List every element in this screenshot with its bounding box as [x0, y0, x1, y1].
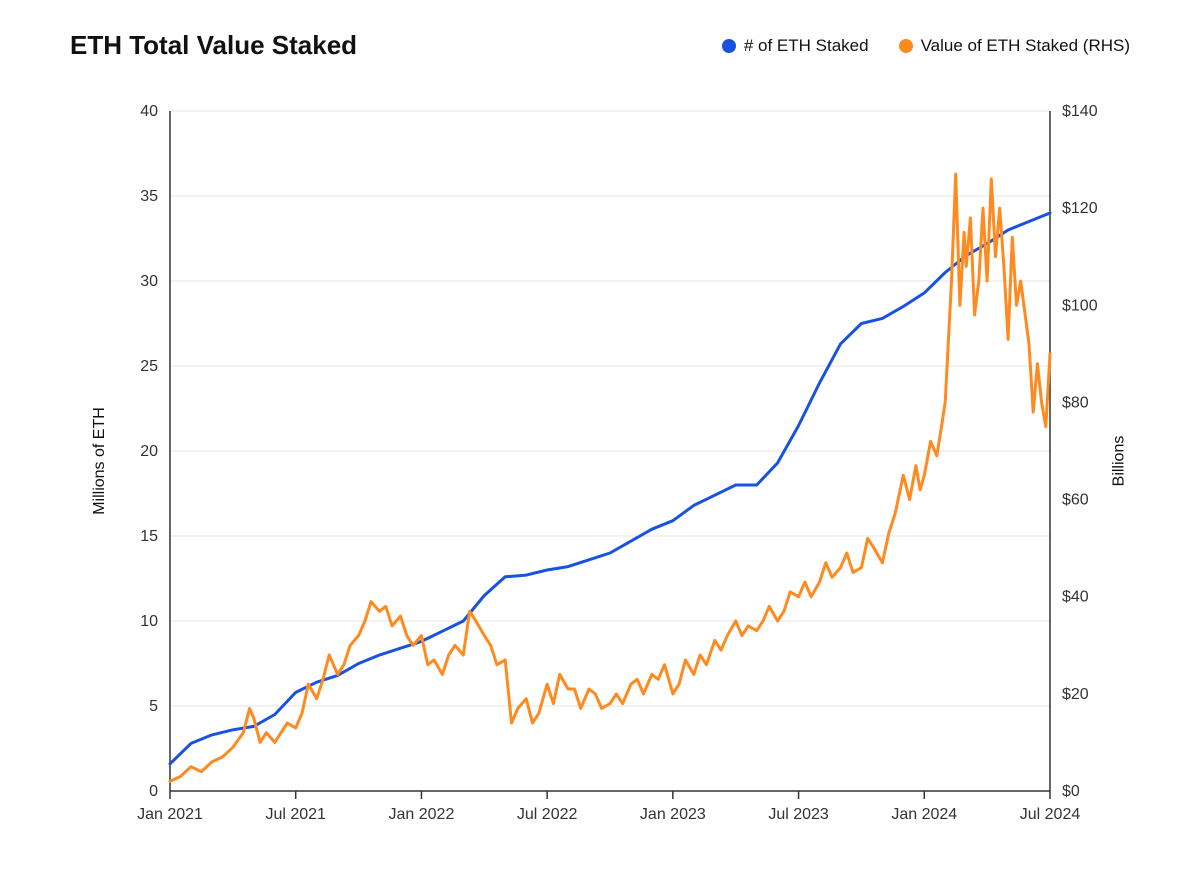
legend-label: Value of ETH Staked (RHS) — [921, 36, 1130, 56]
chart-header: ETH Total Value Staked # of ETH Staked Va… — [40, 30, 1160, 61]
y-left-tick-label: 20 — [140, 443, 158, 460]
x-tick-label: Jan 2021 — [137, 806, 203, 823]
chart-legend: # of ETH Staked Value of ETH Staked (RHS) — [722, 36, 1130, 56]
y-left-tick-label: 15 — [140, 528, 158, 545]
legend-label: # of ETH Staked — [744, 36, 869, 56]
legend-dot-icon — [722, 39, 736, 53]
series-line — [170, 213, 1050, 764]
y-left-tick-label: 30 — [140, 273, 158, 290]
y-left-tick-label: 5 — [149, 698, 158, 715]
y-left-tick-label: 40 — [140, 103, 158, 120]
y-left-tick-label: 35 — [140, 188, 158, 205]
y-left-tick-label: 0 — [149, 783, 158, 800]
y-right-axis-label: Billions — [1111, 436, 1129, 487]
x-tick-label: Jan 2024 — [891, 806, 957, 823]
x-tick-label: Jan 2023 — [640, 806, 706, 823]
x-tick-label: Jul 2023 — [768, 806, 829, 823]
chart-svg: 0 5 10 15 20 25 30 35 40 $0 $20 $40 $60 $80 $100 $120 $1… — [40, 71, 1160, 851]
y-right-tick-label: $0 — [1062, 783, 1080, 800]
x-tick-label: Jul 2022 — [517, 806, 578, 823]
chart-title: ETH Total Value Staked — [70, 30, 357, 61]
chart-body: Millions of ETH Billions 0 5 10 15 20 25 30 35 4… — [40, 71, 1160, 851]
y-right-tick-label: $40 — [1062, 589, 1089, 606]
y-right-tick-label: $120 — [1062, 200, 1098, 217]
legend-item: Value of ETH Staked (RHS) — [899, 36, 1130, 56]
y-right-tick-label: $60 — [1062, 492, 1089, 509]
y-right-tick-label: $20 — [1062, 686, 1089, 703]
y-left-tick-label: 25 — [140, 358, 158, 375]
legend-item: # of ETH Staked — [722, 36, 869, 56]
x-tick-label: Jan 2022 — [389, 806, 455, 823]
x-tick-label: Jul 2024 — [1020, 806, 1081, 823]
chart-page: ETH Total Value Staked # of ETH Staked Va… — [0, 0, 1200, 885]
y-right-tick-label: $140 — [1062, 103, 1098, 120]
legend-dot-icon — [899, 39, 913, 53]
y-left-axis-label: Millions of ETH — [91, 407, 109, 515]
y-right-tick-label: $80 — [1062, 394, 1089, 411]
x-tick-label: Jul 2021 — [265, 806, 326, 823]
y-left-tick-label: 10 — [140, 613, 158, 630]
y-right-tick-label: $100 — [1062, 297, 1098, 314]
